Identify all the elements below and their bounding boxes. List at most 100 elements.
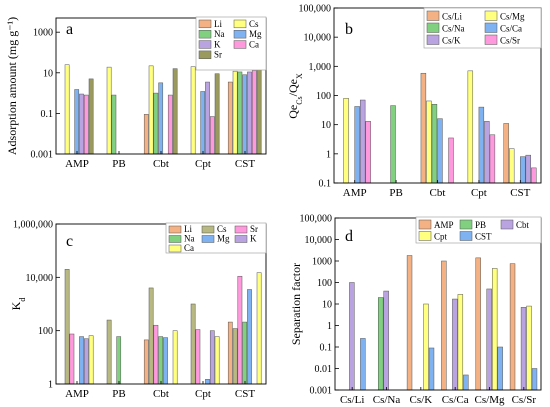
y-tick-label: 0.1 xyxy=(320,343,333,354)
legend-swatch xyxy=(168,225,182,234)
legend-swatch xyxy=(418,231,432,241)
bar-pb-cs-na xyxy=(378,297,384,391)
bar-cst-cs-li xyxy=(360,338,366,391)
bar-cs-mg-cbt xyxy=(426,100,432,184)
bar-mg-cbt xyxy=(163,337,168,385)
legend-label: Cs xyxy=(249,19,259,29)
legend-swatch xyxy=(201,225,215,234)
y-tick-label: 100,000 xyxy=(300,214,333,225)
legend: AMP PB Cbt Cpt CST xyxy=(415,216,542,244)
bar-na-cst xyxy=(242,321,248,385)
y-tick-label: 100 xyxy=(316,91,331,102)
legend-label: Li xyxy=(214,19,222,29)
y-tick-label: 1000 xyxy=(312,257,332,268)
legend-swatch xyxy=(198,40,212,49)
panel-label: a xyxy=(66,21,73,38)
bar-cst-cs-mg xyxy=(497,346,503,391)
y-axis-label: Kd xyxy=(9,298,27,311)
x-tick-label: Cbt xyxy=(153,388,169,400)
x-tick-label: PB xyxy=(389,187,402,199)
bar-cs-na-cbt xyxy=(431,104,438,184)
legend-label: Cs/Sr xyxy=(500,36,520,46)
bar-cs-ca-amp xyxy=(354,106,360,184)
legend-label: K xyxy=(250,234,257,244)
legend-swatch xyxy=(459,231,473,241)
x-tick-label: PB xyxy=(112,388,125,400)
y-tick-label: 1 xyxy=(327,321,332,332)
y-tick-label: 0.001 xyxy=(310,386,333,397)
bar-cs-k-cpt xyxy=(484,121,490,184)
x-tick-label: CST xyxy=(235,158,255,170)
y-tick-label: 10 xyxy=(43,68,53,79)
x-tick-label: AMP xyxy=(343,187,367,199)
legend-label: Li xyxy=(184,224,192,234)
legend-box xyxy=(423,7,542,49)
legend-label: Sr xyxy=(214,50,222,60)
bar-cs-cbt xyxy=(148,65,154,155)
bar-cs-ca-cst xyxy=(520,156,526,184)
x-tick-label: CST xyxy=(235,388,255,400)
y-tick-label: 1 xyxy=(48,380,53,391)
panel-label: c xyxy=(66,233,73,250)
bar-cs-sr-cpt xyxy=(489,134,496,184)
bar-na-pb xyxy=(111,94,117,155)
bar-cs-mg-cpt xyxy=(467,70,474,184)
legend-label: Mg xyxy=(217,234,230,244)
bar-cs-cpt xyxy=(190,66,196,155)
y-tick-label: 10,000 xyxy=(304,33,332,44)
bar-ca-cbt xyxy=(172,330,178,385)
x-tick-label: Cs/Li xyxy=(340,394,364,406)
bar-na-cst xyxy=(237,71,243,155)
y-tick-label: 0.001 xyxy=(31,150,54,161)
legend-swatch xyxy=(426,34,440,45)
legend-swatch xyxy=(233,30,247,39)
bar-cs-mg-cst xyxy=(509,148,515,184)
bar-mg-cst xyxy=(247,289,252,385)
bar-cs-li-cbt xyxy=(420,72,427,184)
bars xyxy=(64,64,262,155)
legend-swatch xyxy=(234,235,248,243)
legend-label: AMP xyxy=(434,220,454,230)
legend-label: Cs/Mg xyxy=(500,12,525,22)
legend-label: Cs/Na xyxy=(442,24,465,34)
bar-cbt-cs-mg xyxy=(486,288,492,391)
legend-label: PB xyxy=(475,220,486,230)
bar-mg-cpt xyxy=(200,91,206,155)
bars xyxy=(64,269,262,385)
bar-k-amp xyxy=(83,338,89,385)
y-tick-label: 1,000 xyxy=(309,62,332,73)
bar-cbt-cs-sr xyxy=(520,307,527,391)
bar-mg-amp xyxy=(79,336,84,385)
bar-na-cbt xyxy=(153,92,159,155)
bar-cs-cst xyxy=(232,328,238,385)
legend-label: Ca xyxy=(249,39,259,49)
bars xyxy=(349,255,538,391)
legend-label: Na xyxy=(214,29,225,39)
legend-swatch xyxy=(233,40,247,49)
legend-label: Ca xyxy=(184,243,194,253)
y-tick-label: 0.01 xyxy=(315,364,333,375)
bar-amp-cs-k xyxy=(406,255,413,391)
legend-swatch xyxy=(168,244,182,253)
y-axis: 0.001 0.01 0.1 1 10 100 1000 10,000 100,000 xyxy=(300,214,339,397)
y-tick-label: 1,000,000 xyxy=(13,220,53,231)
bar-mg-cbt xyxy=(158,82,164,155)
legend-label: Sr xyxy=(250,224,258,234)
legend-swatch xyxy=(459,219,473,230)
bar-k-cpt xyxy=(209,330,215,385)
bar-k-cpt xyxy=(205,81,210,155)
x-tick-label: Cbt xyxy=(430,187,446,199)
bar-mg-cpt xyxy=(205,379,210,385)
legend-label: Cs xyxy=(217,224,227,234)
bar-ca-cst xyxy=(251,70,257,155)
bar-cs-pb xyxy=(106,66,112,155)
y-tick-label: 100 xyxy=(38,326,53,337)
y-tick-label: 10,000 xyxy=(26,273,54,284)
x-tick-label: Cs/Sr xyxy=(512,394,537,406)
panel-a: 0.001 0.1 10 1000 AMP PB Cbt Cpt CST Adsorption a… xyxy=(5,16,267,170)
bar-sr-cpt xyxy=(195,329,201,385)
bar-sr-cpt xyxy=(214,73,220,155)
panel-c: 1 100 10,000 1,000,000 AMP PB Cbt Cpt CST Kd c Li Cs… xyxy=(9,220,267,400)
y-axis-label: Separation factor xyxy=(289,263,303,345)
